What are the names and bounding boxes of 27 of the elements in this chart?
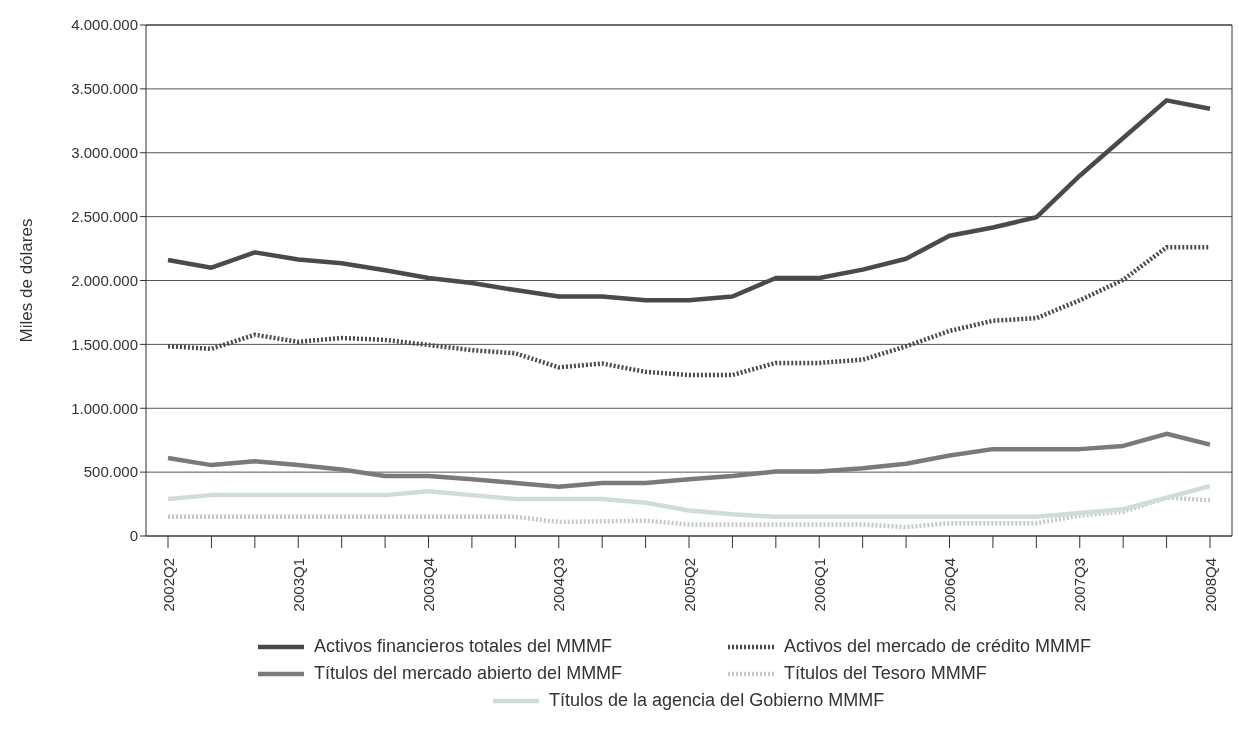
x-tick-label: 2002Q2 (159, 558, 177, 612)
y-tick-label: 500.000 (83, 463, 138, 481)
x-tick-label: 2003Q4 (420, 558, 437, 612)
y-tick-label: 0 (129, 527, 138, 545)
y-tick-label: 2.000.000 (71, 271, 138, 289)
x-tick-label: 2006Q1 (810, 558, 828, 612)
x-tick-label: 2003Q1 (289, 558, 307, 612)
line-series (165, 495, 1213, 530)
y-tick-label: 1.500.000 (71, 335, 138, 353)
legend-label: Títulos del Tesoro MMMF (784, 663, 987, 684)
y-axis-title: Miles de dólares (17, 218, 37, 343)
x-tick-label: 2007Q3 (1071, 558, 1089, 612)
y-tick-label: 2.500.000 (71, 207, 138, 225)
x-tick-label: 2004Q3 (550, 558, 568, 612)
legend-label: Activos financieros totales del MMMF (314, 636, 613, 657)
x-tick-label: 2008Q4 (1201, 558, 1219, 612)
x-tick-label: 2006Q4 (941, 558, 958, 612)
line-series (165, 431, 1213, 490)
y-tick-label: 4.000.000 (71, 16, 138, 34)
line-series (165, 483, 1213, 520)
legend-label: Títulos del mercado abierto del MMMF (314, 663, 623, 684)
legend-label: Activos del mercado de crédito MMMF (784, 636, 1092, 657)
legend-label: Títulos de la agencia del Gobierno MMMF (549, 690, 885, 711)
y-tick-label: 1.000.000 (71, 399, 138, 417)
y-tick-label: 3.500.000 (71, 80, 138, 98)
x-tick-label: 2005Q2 (680, 558, 698, 612)
y-tick-label: 3.000.000 (71, 144, 138, 162)
